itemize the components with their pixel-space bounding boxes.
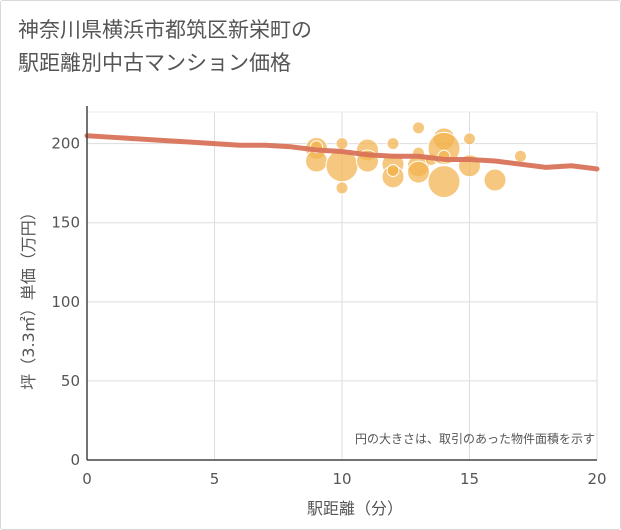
y-tick-label: 0: [70, 451, 80, 469]
y-tick-label: 150: [51, 214, 80, 232]
bubble-point: [427, 165, 461, 199]
y-tick-label: 200: [51, 135, 80, 153]
x-tick-label: 5: [210, 470, 220, 488]
y-tick-label: 50: [61, 372, 80, 390]
bubble-point: [386, 164, 400, 178]
bubble-point: [305, 149, 328, 173]
title-line-1: 神奈川県横浜市都筑区新栄町の: [18, 18, 312, 42]
bubble-point: [335, 137, 349, 151]
x-tick-label: 0: [82, 470, 92, 488]
x-tick-label: 20: [587, 470, 606, 488]
axes: [86, 106, 597, 461]
bubble-point: [463, 132, 476, 146]
bubble-point: [483, 168, 507, 192]
trend-line-layer: [84, 133, 600, 172]
title-line-2: 駅距離別中古マンション価格: [18, 51, 291, 75]
x-tick-label: 10: [332, 470, 351, 488]
trend-line: [84, 133, 600, 172]
x-tick-label: 15: [460, 470, 479, 488]
bubble-size-note: 円の大きさは、取引のあった物件面積を示す: [355, 431, 595, 446]
y-axis-title: 坪（3.3㎡）単価（万円）: [19, 204, 38, 389]
bubble-point: [386, 137, 400, 151]
bubble-point: [514, 149, 527, 163]
chart-title: 神奈川県横浜市都筑区新栄町の 駅距離別中古マンション価格: [18, 14, 312, 80]
y-tick-label: 100: [51, 293, 80, 311]
bubble-point: [407, 160, 430, 184]
x-axis-title: 駅距離（分）: [307, 499, 403, 518]
bubble-point: [335, 181, 349, 195]
bubble-point: [412, 121, 425, 135]
